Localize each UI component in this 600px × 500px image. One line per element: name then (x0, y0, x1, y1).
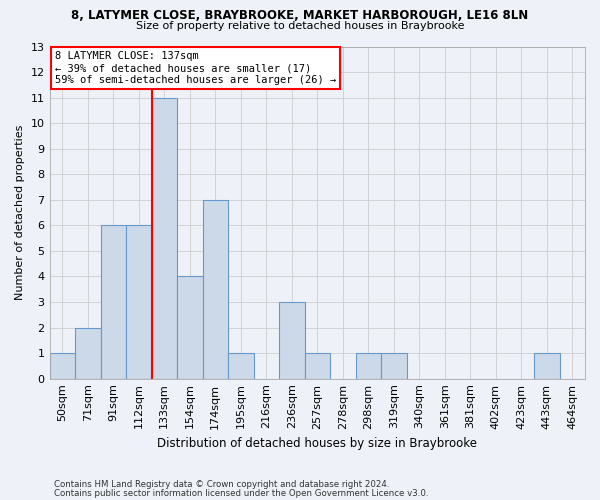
Bar (101, 226, 126, 378)
Bar (126, 226, 152, 378)
Y-axis label: Number of detached properties: Number of detached properties (15, 125, 25, 300)
Bar (203, 200, 228, 378)
Bar (534, 353, 560, 378)
Text: 8 LATYMER CLOSE: 137sqm
← 39% of detached houses are smaller (17)
59% of semi-de: 8 LATYMER CLOSE: 137sqm ← 39% of detache… (55, 52, 336, 84)
Bar (279, 302, 305, 378)
Bar (75, 328, 101, 378)
Text: 8, LATYMER CLOSE, BRAYBROOKE, MARKET HARBOROUGH, LE16 8LN: 8, LATYMER CLOSE, BRAYBROOKE, MARKET HAR… (71, 9, 529, 22)
Text: Contains HM Land Registry data © Crown copyright and database right 2024.: Contains HM Land Registry data © Crown c… (54, 480, 389, 489)
Bar (305, 353, 330, 378)
Text: Contains public sector information licensed under the Open Government Licence v3: Contains public sector information licen… (54, 488, 428, 498)
X-axis label: Distribution of detached houses by size in Braybrooke: Distribution of detached houses by size … (157, 437, 477, 450)
Bar (381, 353, 407, 378)
Text: Size of property relative to detached houses in Braybrooke: Size of property relative to detached ho… (136, 21, 464, 31)
Bar (356, 353, 381, 378)
Bar (152, 98, 177, 378)
Bar (228, 353, 254, 378)
Bar (177, 276, 203, 378)
Bar (50, 353, 75, 378)
